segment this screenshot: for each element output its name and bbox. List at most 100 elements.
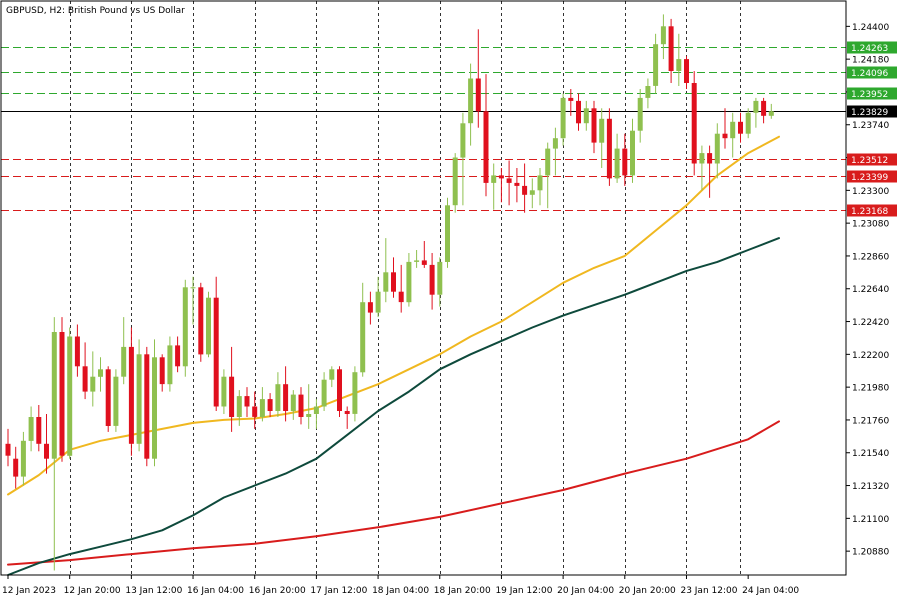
candle — [637, 89, 643, 143]
candle-body — [514, 182, 520, 186]
candle-body — [668, 26, 674, 71]
candle — [82, 342, 88, 400]
time-tick-label: 12 Jan 20:00 — [64, 586, 121, 596]
candle — [360, 282, 366, 377]
candle — [213, 276, 219, 411]
candle — [591, 100, 597, 154]
candle-body — [498, 175, 504, 179]
candle — [583, 100, 589, 131]
candle — [599, 108, 605, 168]
candle-body — [645, 86, 651, 98]
candle — [259, 387, 265, 422]
candle-body — [98, 369, 103, 377]
candle — [699, 145, 705, 191]
candle-body — [298, 394, 304, 417]
candle — [475, 29, 481, 128]
candle-body — [714, 133, 720, 164]
candle — [707, 145, 713, 198]
candle-body — [691, 83, 697, 164]
ma-mid-line — [7, 237, 780, 576]
candle-body — [653, 44, 659, 86]
candle — [375, 276, 381, 318]
candle-body — [429, 264, 435, 295]
candle-body — [352, 372, 358, 414]
candle-body — [136, 354, 142, 444]
candle-body — [360, 302, 366, 373]
candle — [267, 393, 273, 417]
candle — [152, 339, 157, 467]
candle-body — [568, 97, 574, 101]
candle-body — [676, 59, 682, 71]
candle — [460, 112, 466, 206]
candle — [560, 93, 566, 146]
candle-body — [221, 376, 227, 407]
candle — [298, 387, 304, 425]
candle — [329, 366, 335, 388]
candle — [529, 178, 535, 209]
candle-body — [545, 148, 551, 176]
candle-body — [113, 376, 119, 426]
candle-body — [506, 178, 512, 183]
candle-body — [599, 118, 605, 143]
plot-frame — [0, 0, 847, 576]
support-level-label: 1.23512 — [851, 156, 888, 166]
candle-body — [28, 417, 34, 441]
candle-body — [552, 138, 558, 149]
price-tick-label: 1.20880 — [852, 548, 889, 558]
price-tick-label: 1.22420 — [852, 318, 889, 328]
candle — [167, 336, 173, 392]
time-tick-label: 17 Jan 12:00 — [310, 586, 367, 596]
time-tick-label: 23 Jan 12:00 — [680, 586, 737, 596]
candle — [74, 324, 80, 377]
candle-body — [730, 121, 736, 139]
candle — [653, 33, 659, 94]
candle-body — [51, 332, 57, 459]
candle — [221, 369, 227, 414]
candle-body — [190, 287, 196, 289]
chart-title: GBPUSD, H2: British Pound vs US Dollar — [6, 6, 185, 16]
candle — [714, 123, 720, 179]
resistance-level-label: 1.24096 — [851, 69, 888, 79]
candle-body — [768, 111, 774, 116]
candle-body — [583, 108, 589, 124]
candle-body — [206, 297, 211, 355]
candle — [391, 257, 396, 298]
time-tick-label: 20 Jan 20:00 — [619, 586, 676, 596]
time-tick-label: 19 Jan 12:00 — [495, 586, 552, 596]
candle — [244, 387, 250, 417]
candle-body — [152, 357, 157, 459]
candle-body — [5, 443, 11, 456]
candle-body — [59, 332, 65, 456]
candle — [306, 384, 312, 429]
candle — [645, 78, 651, 109]
time-tick-label: 16 Jan 04:00 — [187, 586, 244, 596]
candle-body — [630, 130, 635, 176]
current-price-label: 1.23829 — [851, 108, 888, 118]
candle-body — [375, 291, 381, 313]
candle-body — [20, 440, 26, 477]
candle — [198, 282, 204, 362]
candle-body — [437, 261, 443, 295]
candle — [98, 357, 103, 392]
candle — [283, 366, 289, 422]
price-tick-label: 1.22640 — [852, 285, 889, 295]
candle — [44, 414, 49, 474]
candle-body — [128, 346, 134, 444]
candle-body — [522, 185, 528, 195]
candle — [175, 336, 181, 373]
candle — [537, 168, 543, 206]
candle — [321, 372, 327, 411]
candle — [660, 14, 666, 60]
candle — [576, 93, 581, 131]
candle-body — [707, 153, 713, 164]
candle — [144, 346, 150, 467]
candle — [668, 18, 674, 83]
candle-body — [761, 100, 767, 116]
candle-body — [329, 369, 335, 380]
candle — [59, 317, 65, 462]
candle-body — [483, 111, 489, 183]
candle-body — [313, 406, 319, 414]
time-tick-label: 13 Jan 12:00 — [125, 586, 182, 596]
candle — [313, 399, 319, 429]
